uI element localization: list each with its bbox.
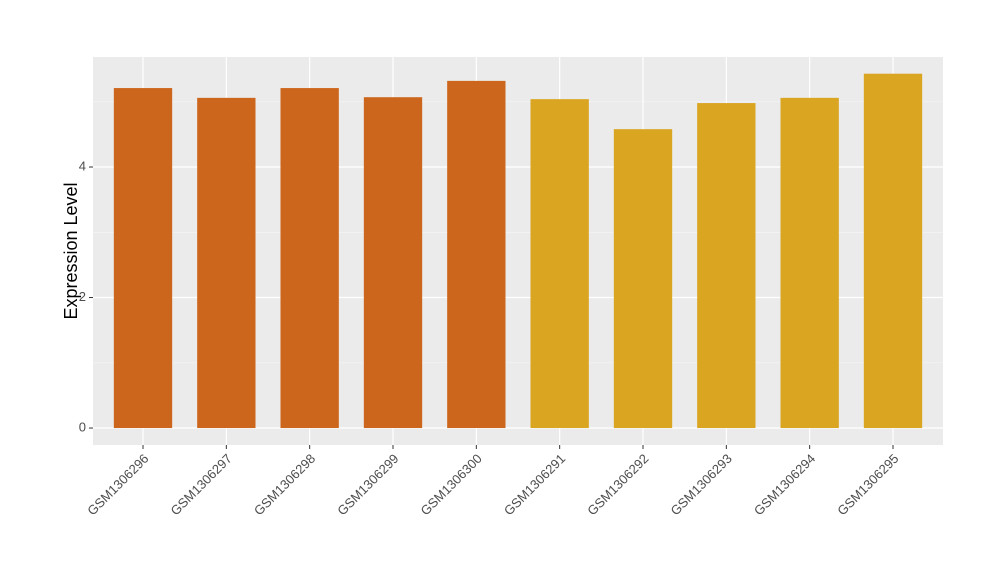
y-tick-label: 0 [79, 419, 86, 434]
bar [197, 97, 256, 429]
x-tick-label: GSM1306292 [584, 451, 651, 518]
x-tick-label: GSM1306295 [834, 451, 901, 518]
bar [280, 88, 339, 429]
x-tick-label: GSM1306299 [334, 451, 401, 518]
bar [363, 97, 423, 429]
x-tick-label: GSM1306293 [668, 451, 735, 518]
bar [780, 97, 839, 429]
x-tick-label: GSM1306300 [418, 451, 485, 518]
bar [447, 80, 506, 429]
x-tick-label: GSM1306291 [501, 451, 568, 518]
y-tick-label: 2 [79, 289, 86, 304]
x-tick-label: GSM1306297 [168, 451, 235, 518]
bar [613, 129, 673, 429]
bar [863, 73, 923, 429]
y-axis-title: Expression Level [61, 182, 81, 319]
x-tick-label: GSM1306296 [84, 451, 151, 518]
x-tick-label: GSM1306298 [251, 451, 318, 518]
bar [113, 88, 173, 429]
y-tick-label: 4 [79, 158, 86, 173]
bar [530, 99, 589, 429]
x-tick-label: GSM1306294 [751, 451, 818, 518]
bar [697, 103, 756, 429]
